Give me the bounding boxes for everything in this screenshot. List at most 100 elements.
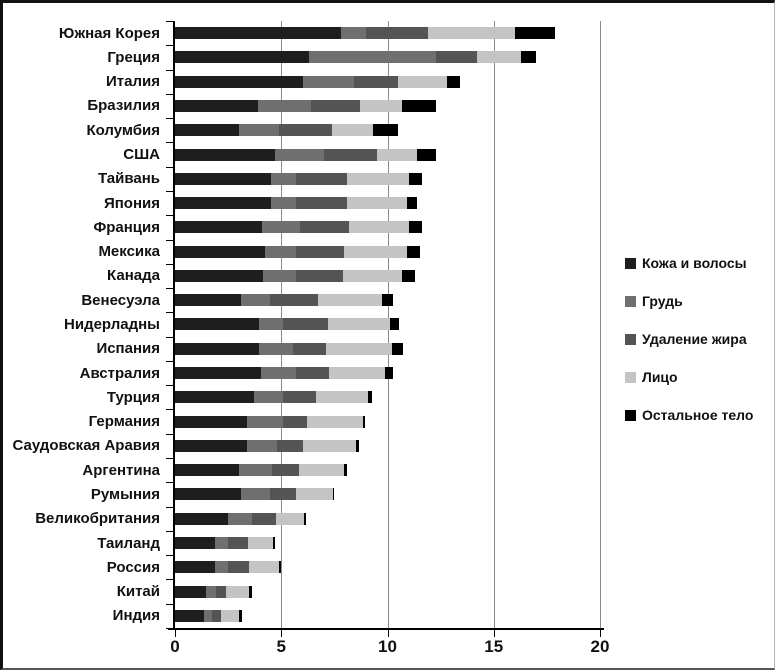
bar-segment xyxy=(332,124,373,137)
category-label: Румыния xyxy=(90,485,160,503)
bar-segment xyxy=(363,415,366,428)
y-axis-tick xyxy=(166,482,173,484)
bar-segment xyxy=(238,124,280,137)
stacked-bar xyxy=(175,585,600,598)
category-label: Франция xyxy=(93,218,160,236)
stacked-bar xyxy=(175,197,600,210)
y-axis-tick xyxy=(166,118,173,120)
bar-segment xyxy=(261,367,297,380)
bar-segment xyxy=(215,561,229,574)
bar-row xyxy=(175,118,600,142)
bar-segment xyxy=(325,342,392,355)
bar-segment xyxy=(296,269,343,282)
bar-segment xyxy=(385,367,393,380)
legend-swatch xyxy=(625,257,636,269)
gridline xyxy=(493,21,495,628)
bar-segment xyxy=(417,148,437,161)
x-axis-tick-label: 10 xyxy=(378,637,397,656)
bar-row xyxy=(175,94,600,118)
bar-row xyxy=(175,458,600,482)
stacked-bar xyxy=(175,51,600,64)
category-label: Италия xyxy=(106,73,160,91)
category-label: Колумбия xyxy=(86,121,160,139)
stacked-bar xyxy=(175,561,600,574)
stacked-bar xyxy=(175,537,600,549)
category-label: Япония xyxy=(103,194,160,212)
bar-segment xyxy=(257,99,311,112)
x-axis-tick xyxy=(387,630,389,637)
bar-row xyxy=(175,531,600,555)
y-axis-tick xyxy=(166,458,173,460)
stacked-bar xyxy=(175,488,600,501)
bar-segment xyxy=(302,439,356,452)
bar-segment xyxy=(343,464,348,477)
legend-label: Кожа и волосы xyxy=(642,255,747,271)
category-label: США xyxy=(123,146,160,164)
stacked-bar xyxy=(175,99,600,112)
bar-segment xyxy=(175,488,241,501)
bar-row xyxy=(175,604,600,628)
bar-segment xyxy=(436,51,477,64)
bar-segment xyxy=(279,124,333,137)
bar-segment xyxy=(402,99,437,112)
bar-row xyxy=(175,579,600,603)
bar-row xyxy=(175,288,600,312)
bar-segment xyxy=(238,609,242,622)
bar-segment xyxy=(323,148,377,161)
gridline xyxy=(600,21,601,628)
category-label: Австралия xyxy=(79,364,160,382)
category-labels: Южная Корея Греция Италия Бразилия Колумбия С… xyxy=(3,21,167,628)
y-axis-tick xyxy=(166,628,173,629)
x-axis-tick-label: 0 xyxy=(170,637,180,656)
stacked-bar xyxy=(175,75,600,88)
bar-segment xyxy=(249,561,280,574)
bar-segment xyxy=(175,245,266,258)
y-axis-tick xyxy=(166,409,173,411)
stacked-bar xyxy=(175,148,600,161)
bar-segment xyxy=(316,391,369,404)
bar-segment xyxy=(175,391,254,404)
bar-row xyxy=(175,45,600,69)
bar-segment xyxy=(427,27,515,40)
bar-segment xyxy=(272,537,275,549)
bar-segment xyxy=(175,342,259,355)
legend-swatch xyxy=(625,371,636,383)
bar-segment xyxy=(258,318,284,331)
bar-segment xyxy=(253,391,284,404)
stacked-bar xyxy=(175,342,600,355)
bar-segment xyxy=(175,148,275,161)
bar-segment xyxy=(343,245,407,258)
bar-segment xyxy=(175,124,239,137)
bar-segment xyxy=(175,561,216,574)
bar-row xyxy=(175,482,600,506)
y-axis-tick xyxy=(166,215,173,217)
x-axis-tick xyxy=(175,630,176,637)
bar-row xyxy=(175,337,600,361)
bar-segment xyxy=(349,221,409,234)
category-label: Тайвань xyxy=(98,170,160,188)
bar-segment xyxy=(296,367,330,380)
bar-segment xyxy=(333,488,335,501)
stacked-bar xyxy=(175,464,600,477)
bar-row xyxy=(175,312,600,336)
bar-segment xyxy=(262,221,301,234)
y-axis-tick xyxy=(166,93,173,95)
y-axis-tick xyxy=(166,385,173,387)
bar-segment xyxy=(269,488,297,501)
bar-segment xyxy=(175,221,263,234)
stacked-bar xyxy=(175,269,600,282)
bar-segment xyxy=(302,75,354,88)
y-axis-tick xyxy=(166,530,173,532)
legend-label: Удаление жира xyxy=(642,331,747,347)
bar-segment xyxy=(175,51,309,64)
bar-segment xyxy=(270,197,297,210)
bar-segment xyxy=(228,512,252,525)
bar-row xyxy=(175,361,600,385)
bar-segment xyxy=(175,512,229,525)
stacked-bar xyxy=(175,27,600,40)
bar-segment xyxy=(175,609,204,622)
bar-row xyxy=(175,142,600,166)
bar-row xyxy=(175,215,600,239)
bar-segment xyxy=(447,75,460,88)
